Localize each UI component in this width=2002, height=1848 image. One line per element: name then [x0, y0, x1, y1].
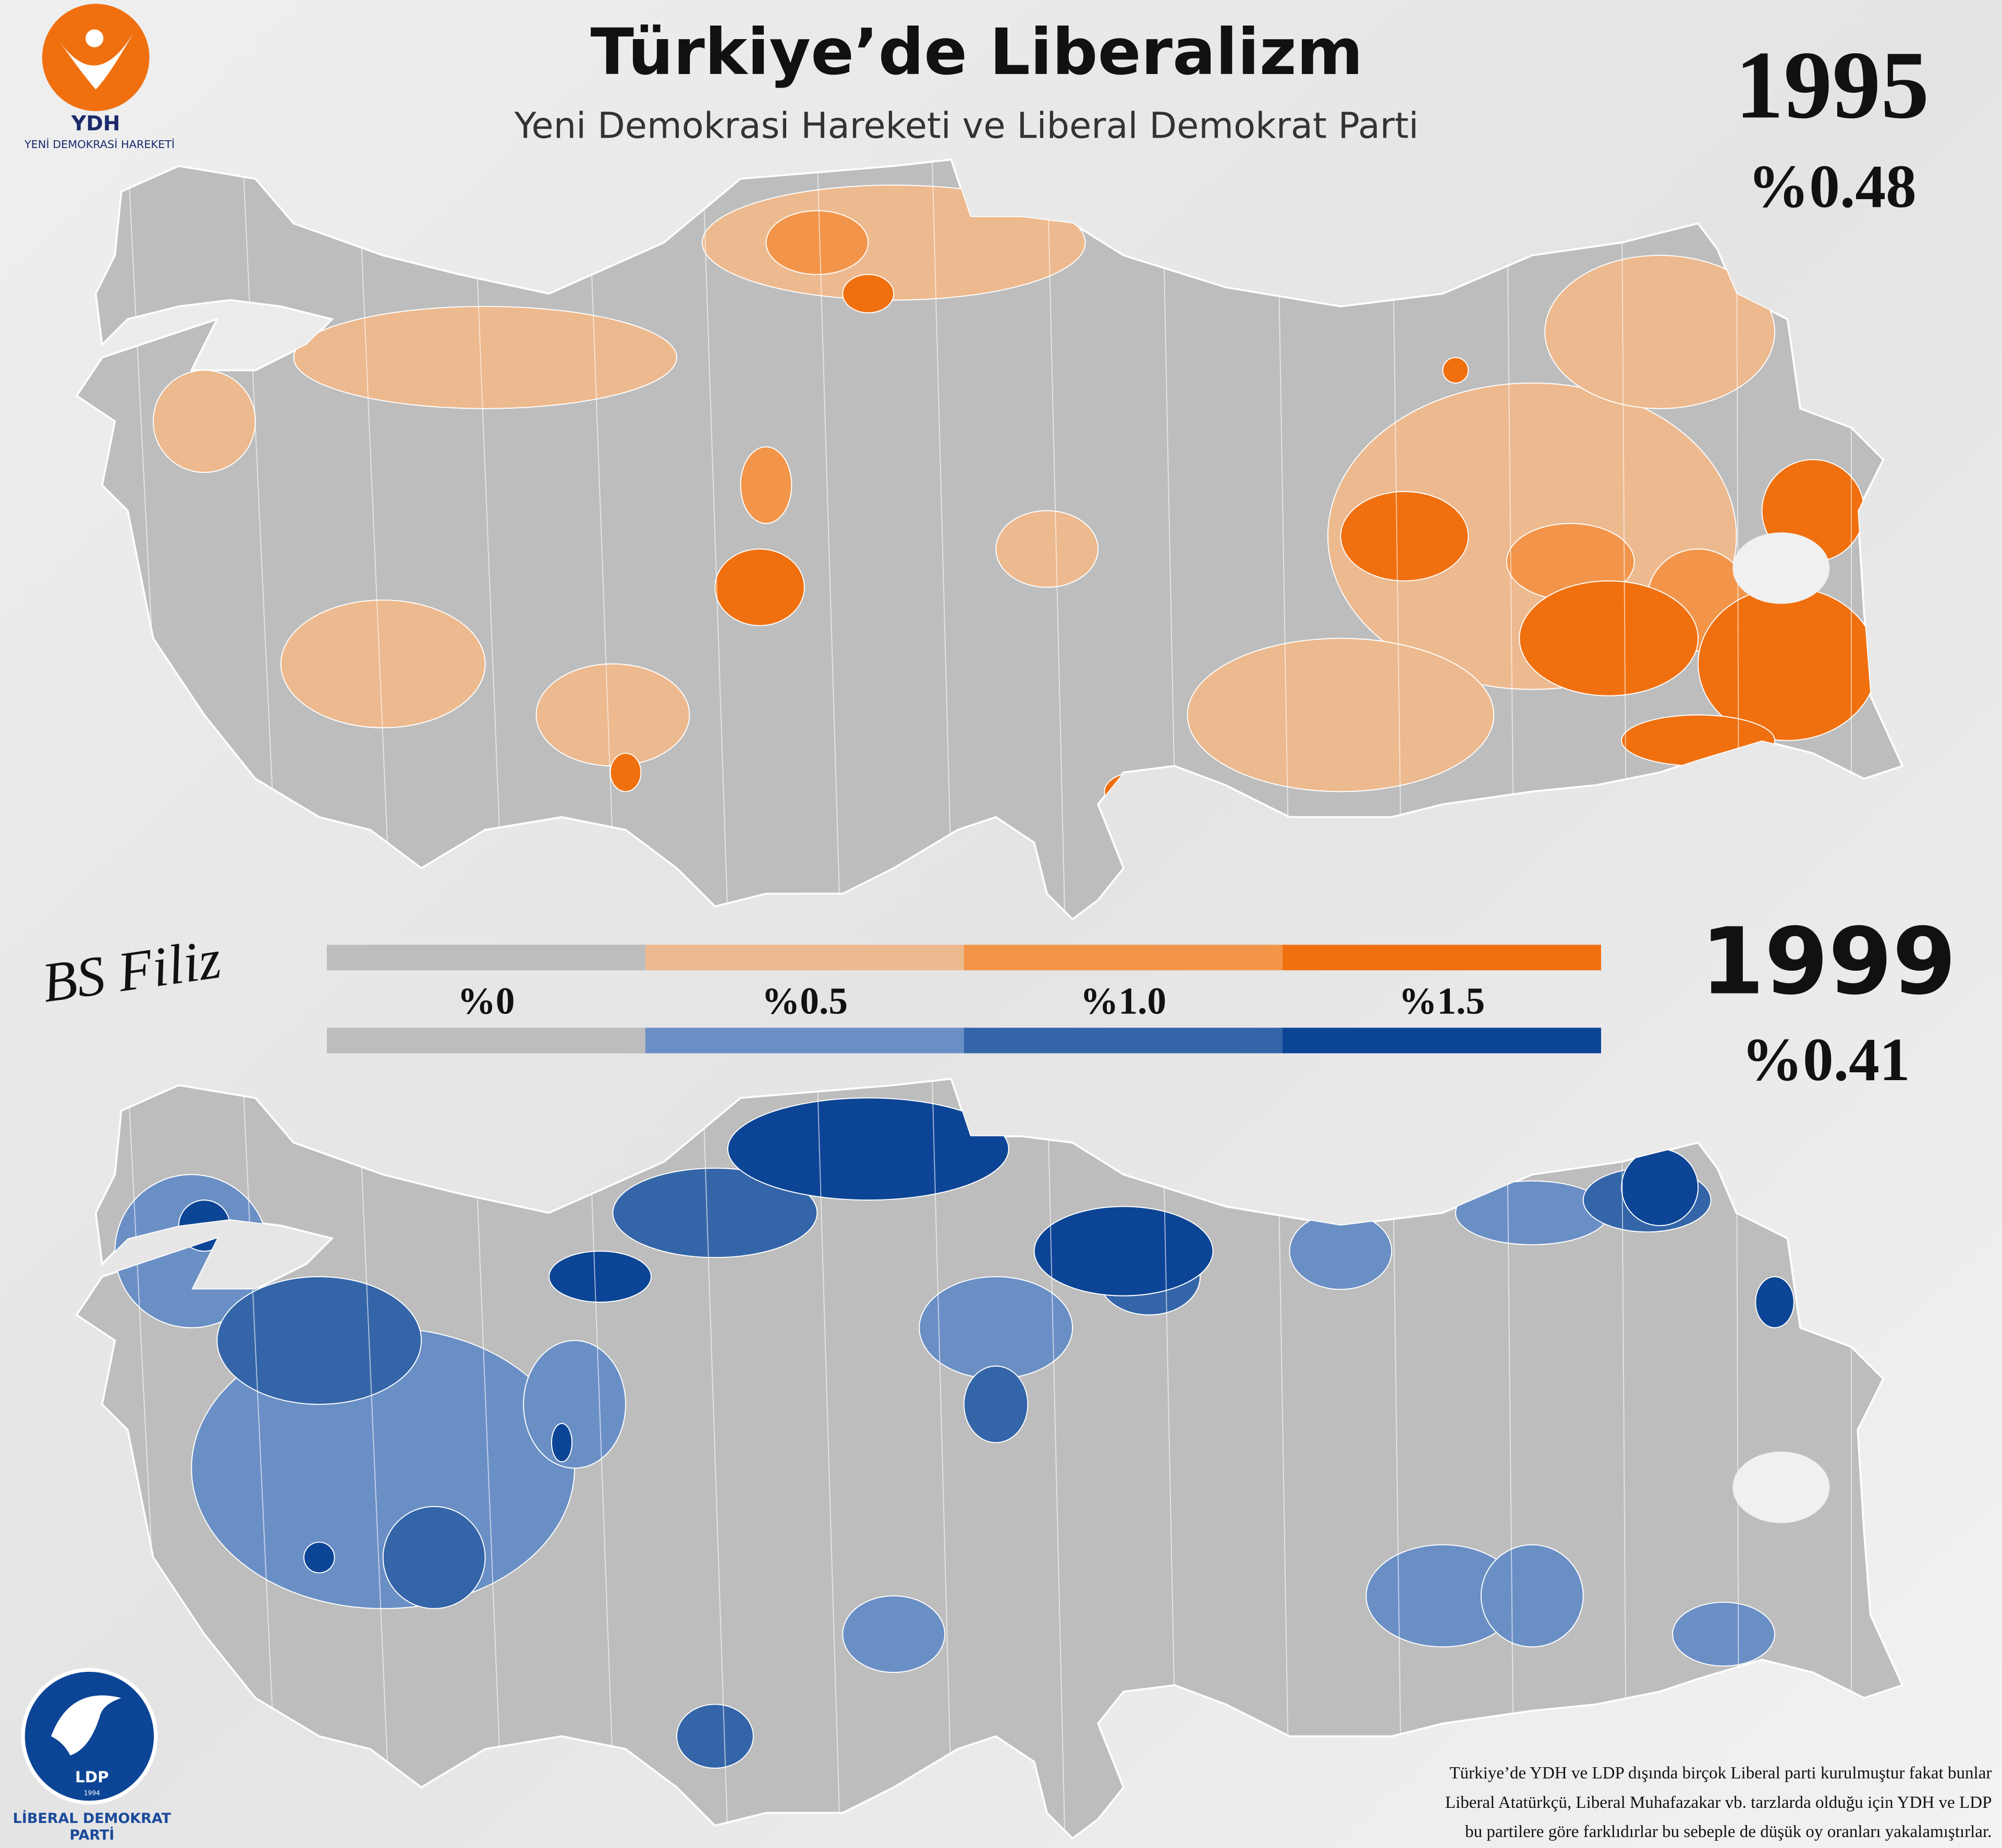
legend-swatch-1999: [645, 1027, 964, 1054]
district-region: [740, 446, 792, 524]
district-region: [152, 370, 256, 473]
district-region: [1033, 1206, 1214, 1296]
district-region: [765, 210, 869, 275]
district-region: [1519, 580, 1699, 696]
district-region: [842, 1595, 946, 1673]
ydh-abbr: YDH: [71, 112, 120, 136]
border-line: [357, 1079, 392, 1839]
district-region: [1442, 357, 1469, 384]
ldp-logo: LDP 1994 LİBERAL DEMOKRAT PARTİ: [13, 1668, 172, 1843]
border-line: [472, 160, 504, 920]
district-region: [727, 1097, 1009, 1201]
border-line: [357, 160, 392, 920]
districts: [114, 1079, 1852, 1839]
ldp-name-line: LİBERAL DEMOKRAT: [13, 1810, 172, 1827]
legend-label: %0.5: [762, 980, 848, 1022]
subtitle: Yeni Demokrasi Hareketi ve Liberal Demok…: [514, 105, 1419, 147]
legend-swatch-1999: [963, 1027, 1283, 1054]
border-line: [472, 1079, 504, 1839]
year-1995: 1995: [1735, 31, 1929, 139]
map-1995: [76, 158, 1903, 921]
district-region: [303, 1541, 335, 1574]
legend-swatch-1999: [326, 1027, 645, 1054]
footnote-line: bu partilere göre farklıdırlar bu sebepl…: [1465, 1822, 1992, 1841]
border-line: [701, 160, 728, 920]
border-line: [701, 1079, 728, 1839]
border-line: [1506, 160, 1515, 920]
ydh-head: [86, 29, 104, 47]
district-region: [535, 663, 690, 767]
ldp-founded: 1994: [84, 1789, 100, 1796]
ydh-figure: [57, 32, 135, 90]
legend-swatch-1995: [645, 945, 964, 971]
district-region: [216, 1276, 422, 1405]
district-region: [1187, 638, 1495, 792]
share-1999: %0.41: [1741, 1026, 1910, 1094]
legend-swatch-1999: [1283, 1027, 1602, 1054]
lake: [1732, 1451, 1830, 1523]
footnote-line: Liberal Atatürkçü, Liberal Muhafazakar v…: [1445, 1793, 1992, 1812]
district-region: [548, 1251, 652, 1303]
district-region: [676, 1704, 754, 1769]
lake: [1732, 532, 1830, 604]
border-line: [587, 160, 616, 920]
legend-label: %1.0: [1080, 980, 1166, 1022]
ydh-emblem: [42, 4, 150, 112]
map-1999: [76, 1078, 1903, 1840]
ldp-abbr: LDP: [75, 1768, 109, 1786]
legend: %0 %0.5 %1.0 %1.5: [326, 945, 1602, 1054]
border-line: [816, 1079, 841, 1839]
district-region: [293, 305, 677, 409]
border-line: [1506, 1079, 1515, 1839]
district-region: [714, 548, 805, 627]
legend-swatch-1995: [326, 945, 645, 971]
footnote-line: Türkiye’de YDH ve LDP dışında birçok Lib…: [1449, 1764, 1992, 1782]
district-region: [963, 1365, 1029, 1443]
district-region: [382, 1506, 486, 1609]
title: Türkiye’de Liberalizm: [591, 15, 1363, 89]
year-1999: 1999: [1701, 908, 1957, 1015]
district-region: [1544, 254, 1776, 409]
border-line: [931, 1079, 953, 1839]
share-1995: %0.48: [1748, 153, 1916, 221]
district-region: [1755, 1276, 1795, 1328]
border-line: [1046, 160, 1066, 920]
district-region: [609, 752, 642, 792]
district-region: [1480, 1544, 1584, 1648]
legend-label: %0: [457, 980, 515, 1022]
district-region: [995, 510, 1099, 588]
district-region: [1621, 1148, 1699, 1227]
district-region: [1340, 491, 1469, 582]
legend-swatch-1995: [963, 945, 1283, 971]
ydh-name: YENİ DEMOKRASİ HAREKETİ: [24, 138, 175, 151]
border-line: [587, 1079, 616, 1839]
district-region: [280, 599, 486, 728]
ldp-dolphin: [51, 1695, 121, 1756]
district-region: [523, 1340, 626, 1469]
ldp-name-line: PARTİ: [69, 1827, 114, 1843]
district-region: [919, 1276, 1073, 1379]
legend-swatch-1995: [1283, 945, 1602, 971]
district-region: [1672, 1601, 1776, 1667]
border-line: [1046, 1079, 1066, 1839]
district-region: [842, 274, 895, 314]
district-region: [612, 1167, 818, 1258]
legend-label: %1.5: [1399, 980, 1485, 1022]
border-line: [816, 160, 841, 920]
border-line: [931, 160, 953, 920]
districts: [127, 160, 1877, 920]
district-region: [551, 1423, 573, 1463]
ydh-logo: YDH YENİ DEMOKRASİ HAREKETİ: [24, 4, 175, 151]
